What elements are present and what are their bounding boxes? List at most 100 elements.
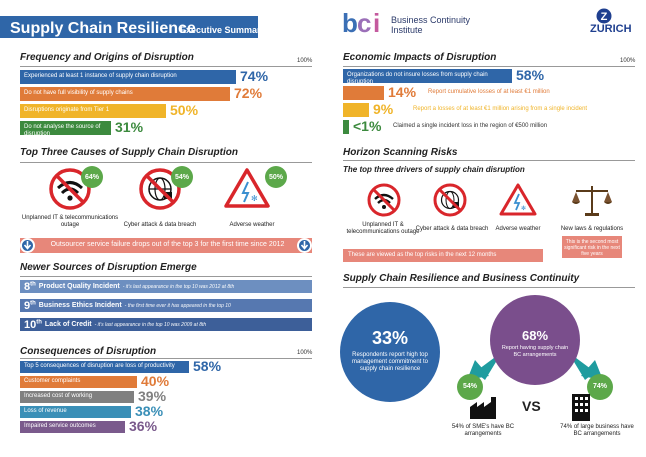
bar (20, 406, 131, 418)
commitment-circle (340, 302, 440, 402)
header-bar (0, 16, 258, 38)
wifi-warning-icon (367, 183, 401, 217)
bar (343, 120, 349, 134)
horizon-label-1: Unplanned IT & telecommunications outage (346, 222, 420, 235)
bci-logo-icon: b c i (342, 8, 380, 38)
cause-label-3: Adverse weather (229, 222, 275, 228)
bar-value: <1% (353, 118, 382, 134)
bc-pct: 68% (521, 328, 549, 343)
down-arrow-icon (297, 238, 312, 253)
bar-value: 39% (138, 388, 167, 404)
bar (343, 103, 369, 117)
page-title: Supply Chain Resilience (10, 20, 196, 37)
bar-label: Claimed a single incident loss in the re… (393, 123, 548, 129)
cyber-globe-icon (139, 168, 181, 210)
newer-rank: 9th (24, 299, 36, 312)
cause-badge-3: 50% (265, 166, 287, 188)
newer-rule (20, 276, 312, 277)
svg-text:Z: Z (601, 11, 608, 23)
bar (343, 86, 384, 100)
bar-value: 9% (373, 101, 394, 117)
bar-value: 74% (240, 68, 269, 84)
bar-label: Report cumulative losses of at least €1 … (428, 89, 550, 95)
resilience-title: Supply Chain Resilience and Business Con… (343, 273, 580, 284)
causes-rule (20, 162, 312, 163)
down-arrow-icon (20, 238, 35, 253)
weather-warning-icon: ✻ (499, 183, 537, 216)
svg-text:b: b (342, 8, 358, 38)
office-building-icon (572, 394, 590, 421)
bar-value: 31% (115, 119, 144, 135)
large-pct: 74% (592, 383, 607, 390)
economic-title: Economic Impacts of Disruption (343, 52, 497, 63)
bar (20, 87, 230, 101)
horizon-footer-bar (343, 249, 543, 262)
commitment-pct: 33% (371, 328, 409, 348)
bar-value: 38% (135, 403, 164, 419)
svg-text:✻: ✻ (251, 194, 258, 203)
bar-value: 58% (193, 358, 222, 374)
bar-label: Experienced at least 1 instance of suppl… (24, 73, 177, 79)
bar-label: Report a losses of at least €1 million a… (413, 106, 588, 112)
vs-label: VS (522, 398, 541, 414)
svg-text:✻: ✻ (521, 205, 526, 212)
bar-value: 40% (141, 373, 170, 389)
consequences-title: Consequences of Disruption (20, 346, 157, 357)
newer-source-item: 9th Business Ethics Incident - the first t… (20, 299, 312, 312)
bar-label: Do not analyse the source of disruption (24, 124, 101, 137)
newer-label: Business Ethics Incident (38, 302, 122, 309)
cause-badge-1: 64% (81, 166, 103, 188)
causes-footer-bar (20, 238, 312, 253)
resilience-rule (343, 287, 635, 288)
newer-source-item: 10th Lack of Credit - it's last appearance… (20, 318, 312, 331)
factory-icon (470, 397, 496, 419)
newer-rank: 8th (24, 280, 36, 293)
horizon-label-4: New laws & regulations (560, 226, 624, 232)
consequences-rule (20, 358, 312, 359)
commitment-text: Respondents report high top management c… (351, 352, 429, 372)
bar-label: Organizations do not insure losses from … (347, 72, 488, 85)
frequency-scale-label: 100% (297, 58, 313, 64)
bar (20, 70, 236, 84)
horizon-footer-text: These are viewed as the top risks in the… (348, 252, 497, 258)
bc-arrangements-diagram (457, 295, 613, 400)
bci-name: Business Continuity Institute (391, 15, 471, 35)
cause-badge-2: 54% (171, 166, 193, 188)
sme-text: 54% of SME's have BC arrangements (451, 424, 515, 437)
horizon-note: This is the second most significant risk… (564, 239, 620, 257)
causes-footer-text: Outsourcer service failure drops out of … (50, 241, 285, 248)
economic-rule (343, 66, 635, 67)
bar-value: 14% (388, 84, 417, 100)
wifi-warning-icon (49, 168, 91, 210)
bar (20, 421, 125, 433)
bar-label: Increased cost of working (24, 393, 93, 399)
bar (20, 361, 189, 373)
large-text: 74% of large business have BC arrangemen… (560, 424, 634, 437)
newer-desc: - it's last appearance in the top 10 was… (122, 283, 235, 290)
bar (20, 121, 111, 135)
economic-scale-label: 100% (620, 58, 636, 64)
page-subtitle: Executive Summary (180, 25, 266, 35)
consequences-scale-label: 100% (297, 350, 313, 356)
causes-title: Top Three Causes of Supply Chain Disrupt… (20, 147, 238, 158)
bc-text: Report having supply chain BC arrangemen… (501, 345, 569, 358)
cyber-globe-icon (433, 183, 467, 217)
horizon-label-3: Adverse weather (495, 226, 541, 232)
bar-value: 50% (170, 102, 199, 118)
cause-label-2: Cyber attack & data breach (123, 222, 197, 228)
frequency-title: Frequency and Origins of Disruption (20, 52, 194, 63)
weather-warning-icon: ✻ (224, 168, 270, 208)
horizon-label-2: Cyber attack & data breach (415, 226, 489, 232)
frequency-rule (20, 66, 312, 67)
bar-value: 72% (234, 85, 263, 101)
newer-desc: - it's last appearance in the top 10 was… (94, 321, 207, 328)
bar-label: Do not have full visibility of supply ch… (24, 90, 133, 96)
scales-of-justice-icon (572, 186, 612, 216)
bar (20, 104, 166, 118)
bar (343, 69, 512, 83)
newer-source-item: 8th Product Quality Incident - it's last a… (20, 280, 312, 293)
horizon-note-box (562, 236, 622, 258)
horizon-subtitle: The top three drivers of supply chain di… (343, 165, 525, 174)
bar-label: Top 5 consequences of disruption are los… (24, 363, 175, 369)
bar-value: 58% (516, 67, 545, 83)
